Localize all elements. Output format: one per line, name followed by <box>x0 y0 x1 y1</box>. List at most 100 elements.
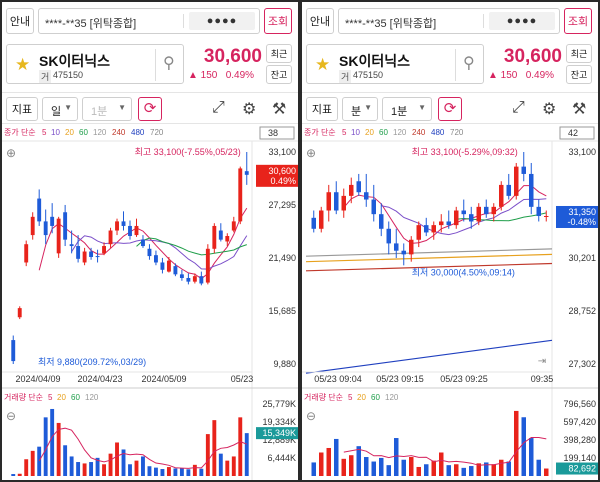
interval-select[interactable]: 1분 ▼ <box>382 97 432 121</box>
candle-body[interactable] <box>356 181 362 193</box>
volume-bar[interactable] <box>69 456 74 476</box>
candle-body[interactable] <box>225 235 230 242</box>
candle-body[interactable] <box>205 248 210 283</box>
volume-bar[interactable] <box>371 461 377 476</box>
stock-selector[interactable]: ★ SK이터닉스 거 475150 ⚲ <box>306 44 484 84</box>
volume-bar[interactable] <box>179 468 184 476</box>
candle-body[interactable] <box>37 198 42 222</box>
volume-bar[interactable] <box>121 449 126 476</box>
volume-bar[interactable] <box>102 464 106 476</box>
candle-body[interactable] <box>134 225 139 236</box>
candle-body[interactable] <box>529 173 534 207</box>
guide-button[interactable]: 안내 <box>306 8 334 34</box>
query-button[interactable]: 조회 <box>564 8 592 34</box>
recent-button[interactable]: 최근 <box>266 44 292 63</box>
volume-bar[interactable] <box>401 459 407 476</box>
candle-body[interactable] <box>424 225 429 233</box>
volume-bar[interactable] <box>115 442 119 476</box>
volume-bar[interactable] <box>544 468 549 476</box>
volume-bar[interactable] <box>484 462 489 476</box>
expand-icon[interactable]: ⤢ <box>512 99 525 116</box>
candle-body[interactable] <box>311 217 317 229</box>
expand-icon[interactable]: ⤢ <box>212 99 225 116</box>
volume-bar[interactable] <box>76 462 81 476</box>
volume-bar[interactable] <box>416 466 422 476</box>
interval-select[interactable]: 1분 ▼ <box>82 97 132 121</box>
candle-body[interactable] <box>56 218 61 254</box>
candle-body[interactable] <box>341 195 347 211</box>
volume-bar[interactable] <box>212 420 217 476</box>
candle-body[interactable] <box>484 206 489 215</box>
volume-bar[interactable] <box>514 410 519 476</box>
volume-bar[interactable] <box>11 474 16 476</box>
period-select[interactable]: 분 ▼ <box>342 97 378 121</box>
volume-bar[interactable] <box>56 422 61 476</box>
volume-bar[interactable] <box>461 467 467 476</box>
candle-body[interactable] <box>461 210 467 215</box>
volume-bar[interactable] <box>311 462 317 476</box>
volume-bar[interactable] <box>205 434 210 476</box>
volume-bar[interactable] <box>476 463 482 476</box>
volume-bar[interactable] <box>147 466 152 476</box>
volume-bar[interactable] <box>341 458 347 476</box>
volume-bar[interactable] <box>326 447 332 476</box>
volume-bar[interactable] <box>379 457 384 476</box>
candle-body[interactable] <box>218 230 223 240</box>
indicator-button[interactable]: 지표 <box>306 97 338 121</box>
volume-bar[interactable] <box>17 473 22 476</box>
volume-bar[interactable] <box>231 456 236 476</box>
candle-body[interactable] <box>319 210 324 229</box>
candle-body[interactable] <box>212 225 217 249</box>
candle-body[interactable] <box>89 251 94 257</box>
candle-body[interactable] <box>439 221 444 226</box>
volume-bar[interactable] <box>63 445 68 476</box>
volume-bar[interactable] <box>89 462 94 476</box>
candle-body[interactable] <box>30 216 35 236</box>
candle-body[interactable] <box>349 184 354 196</box>
candle-body[interactable] <box>401 250 407 255</box>
volume-bar[interactable] <box>95 457 100 476</box>
candle-body[interactable] <box>82 251 87 263</box>
volume-bar[interactable] <box>364 457 369 476</box>
password-field[interactable]: ●●●● <box>489 12 555 30</box>
volume-bar[interactable] <box>319 452 324 476</box>
volume-bar[interactable] <box>491 464 497 476</box>
volume-bar[interactable] <box>409 457 414 476</box>
candle-body[interactable] <box>544 215 549 217</box>
candle-body[interactable] <box>364 192 369 200</box>
candle-body[interactable] <box>238 168 243 222</box>
stock-selector[interactable]: ★ SK이터닉스 거 475150 ⚲ <box>6 44 184 84</box>
volume-bar[interactable] <box>160 469 165 476</box>
candle-body[interactable] <box>69 244 74 247</box>
search-icon[interactable]: ⚲ <box>163 55 175 72</box>
candle-body[interactable] <box>386 228 392 244</box>
volume-bar[interactable] <box>386 465 392 476</box>
volume-bar[interactable] <box>225 460 230 476</box>
volume-bar[interactable] <box>37 446 42 476</box>
holdings-button[interactable]: 잔고 <box>266 65 292 84</box>
candle-body[interactable] <box>476 206 482 222</box>
candle-body[interactable] <box>506 184 512 196</box>
volume-bar[interactable] <box>173 468 178 476</box>
candle-body[interactable] <box>141 239 145 247</box>
volume-bar[interactable] <box>192 464 197 476</box>
candle-body[interactable] <box>371 199 377 215</box>
volume-bar[interactable] <box>469 466 474 476</box>
volume-bar[interactable] <box>199 468 204 476</box>
candle-body[interactable] <box>173 266 178 275</box>
chart-svg[interactable]: 종가 단순 5 10 20 60 120 240 480 720 42 ⊕ 33,100 31,350 3… <box>302 124 598 480</box>
volume-bar[interactable] <box>128 464 132 476</box>
candle-body[interactable] <box>521 166 527 174</box>
volume-bar[interactable] <box>536 459 542 476</box>
candle-body[interactable] <box>379 214 384 229</box>
candle-body[interactable] <box>50 216 55 226</box>
volume-bar[interactable] <box>446 465 452 476</box>
tools-icon[interactable]: ⚒ <box>272 101 287 118</box>
candle-body[interactable] <box>231 221 236 231</box>
volume-bar[interactable] <box>30 450 35 476</box>
candle-body[interactable] <box>108 230 113 245</box>
period-select[interactable]: 일 ▼ <box>42 97 78 121</box>
volume-bar[interactable] <box>24 459 29 476</box>
account-selector[interactable]: ****-**35 [위탁종합] ●●●● <box>338 8 560 34</box>
volume-bar[interactable] <box>82 463 87 476</box>
